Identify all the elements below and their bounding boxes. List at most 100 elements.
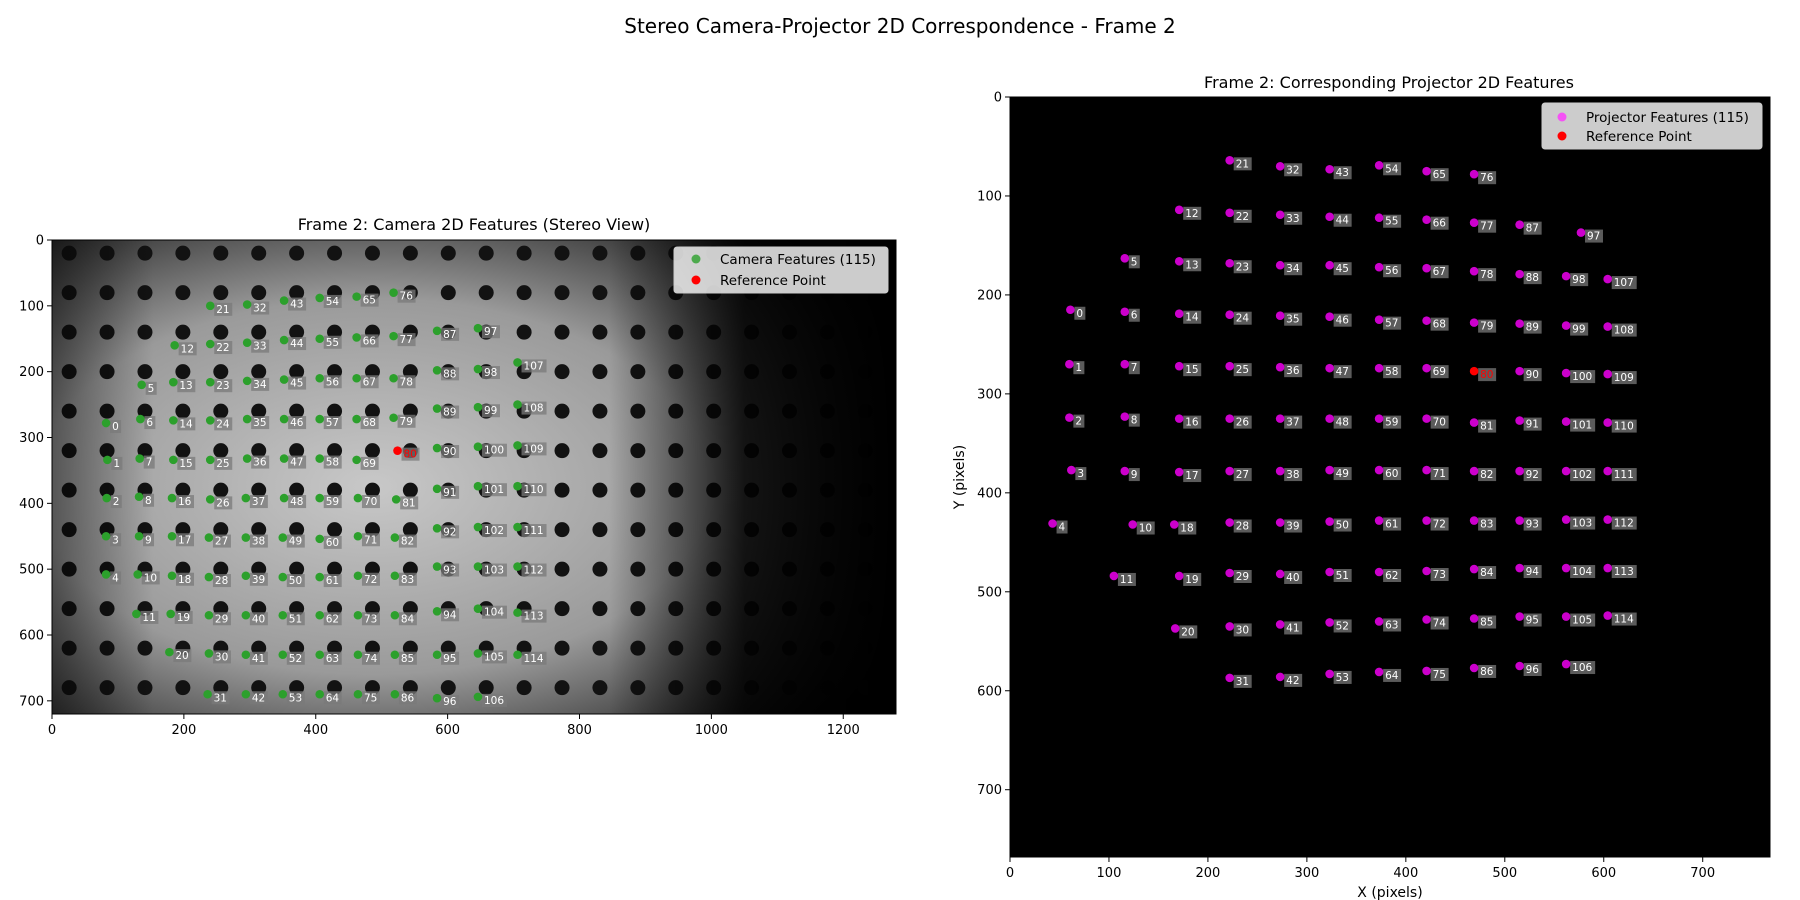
point-label-box xyxy=(145,381,157,395)
feature-point xyxy=(1048,519,1057,528)
feature-point xyxy=(1374,516,1384,525)
point-label-box xyxy=(1383,162,1402,176)
y-tick-label: 100 xyxy=(19,299,44,314)
point-label-box xyxy=(1523,613,1542,627)
feature-point xyxy=(1469,218,1479,227)
point-label-box xyxy=(286,574,305,588)
point-label: 10 xyxy=(144,572,157,584)
point-label: 93 xyxy=(443,565,456,577)
point-label: 31 xyxy=(1236,676,1249,688)
feature-point xyxy=(278,610,288,620)
point-label-box xyxy=(398,651,417,665)
point-label: 73 xyxy=(1433,569,1446,581)
feature-point xyxy=(166,609,175,619)
point-label: 43 xyxy=(1336,167,1349,179)
point-label: 75 xyxy=(1433,669,1446,681)
point-label: 99 xyxy=(1572,324,1585,336)
point-label-box xyxy=(401,447,420,461)
feature-point xyxy=(1515,661,1524,671)
feature-point xyxy=(204,572,214,582)
point-label: 22 xyxy=(1236,211,1249,223)
feature-point xyxy=(1174,467,1184,477)
point-label-box xyxy=(398,572,417,586)
x-tick-label: 1200 xyxy=(827,723,860,738)
point-label: 55 xyxy=(1385,216,1398,228)
point-label-box xyxy=(323,455,342,469)
point-label: 26 xyxy=(1236,417,1250,429)
feature-point xyxy=(390,650,400,660)
feature-point xyxy=(1469,318,1479,327)
point-label-box xyxy=(176,495,195,509)
projector-feature-points: 0123456789101112131415161718192021222324… xyxy=(1048,156,1637,688)
point-label-box xyxy=(1430,415,1449,429)
feature-point xyxy=(1225,518,1234,527)
feature-point xyxy=(1225,310,1234,320)
y-tick-label: 700 xyxy=(19,694,44,709)
point-label-box xyxy=(361,651,380,665)
point-label-box xyxy=(441,651,460,665)
point-label: 99 xyxy=(484,405,497,417)
point-label: 114 xyxy=(1614,614,1634,626)
feature-point xyxy=(101,531,111,541)
camera-panel: Frame 2: Camera 2D Features (Stereo View… xyxy=(19,215,897,738)
point-label: 36 xyxy=(1286,365,1300,377)
point-label: 49 xyxy=(1336,468,1349,480)
projector-ylabel: Y (pixels) xyxy=(952,445,968,510)
feature-point xyxy=(242,300,252,309)
point-label-box xyxy=(249,651,268,665)
feature-point xyxy=(353,571,363,581)
point-label-box xyxy=(214,302,233,316)
point-label-box xyxy=(143,533,155,547)
point-label: 39 xyxy=(252,574,265,586)
point-label: 95 xyxy=(443,653,456,665)
feature-point xyxy=(1275,620,1285,629)
feature-point xyxy=(278,533,288,542)
x-tick-label: 400 xyxy=(1393,866,1418,881)
feature-point xyxy=(352,414,361,424)
feature-point xyxy=(1422,414,1431,423)
point-label-box xyxy=(481,443,507,457)
point-label: 43 xyxy=(290,299,303,311)
feature-point xyxy=(1169,520,1179,529)
projector-panel-title: Frame 2: Corresponding Projector 2D Feat… xyxy=(1204,73,1574,92)
feature-point xyxy=(242,376,252,386)
feature-point xyxy=(1603,322,1613,331)
point-label-box xyxy=(360,416,379,430)
point-label: 28 xyxy=(215,575,228,587)
feature-point xyxy=(136,414,145,424)
point-label: 64 xyxy=(1385,670,1399,682)
point-label: 45 xyxy=(290,378,303,390)
point-label: 78 xyxy=(1480,269,1493,281)
point-label-box xyxy=(521,483,547,497)
point-label: 93 xyxy=(1526,519,1539,531)
feature-point xyxy=(1469,418,1479,427)
feature-point xyxy=(1374,414,1384,423)
point-label: 73 xyxy=(364,613,377,625)
point-label-box xyxy=(1611,323,1637,337)
feature-point xyxy=(1374,363,1384,373)
point-label: 77 xyxy=(1480,221,1493,233)
feature-point xyxy=(1174,361,1184,371)
point-label: 65 xyxy=(1433,169,1446,181)
point-label-box xyxy=(1383,316,1402,330)
point-label-box xyxy=(1183,469,1202,483)
feature-point xyxy=(432,404,442,413)
feature-point xyxy=(135,454,144,463)
point-label-box xyxy=(1430,317,1449,331)
camera-legend-reference-marker xyxy=(691,275,701,285)
point-label: 97 xyxy=(484,326,497,338)
point-label: 7 xyxy=(146,457,153,469)
point-label-box xyxy=(360,334,379,348)
point-label-box xyxy=(1128,255,1140,269)
point-label: 104 xyxy=(484,607,504,619)
point-label-box xyxy=(521,609,547,623)
point-label-box xyxy=(1233,674,1252,688)
point-label-box xyxy=(144,416,156,430)
point-label: 86 xyxy=(1480,666,1494,678)
point-label: 74 xyxy=(364,653,378,665)
feature-point xyxy=(1225,208,1234,218)
feature-point xyxy=(1561,466,1571,476)
point-label-box xyxy=(398,612,417,626)
point-label: 59 xyxy=(1385,417,1398,429)
point-label-box xyxy=(1233,363,1252,377)
